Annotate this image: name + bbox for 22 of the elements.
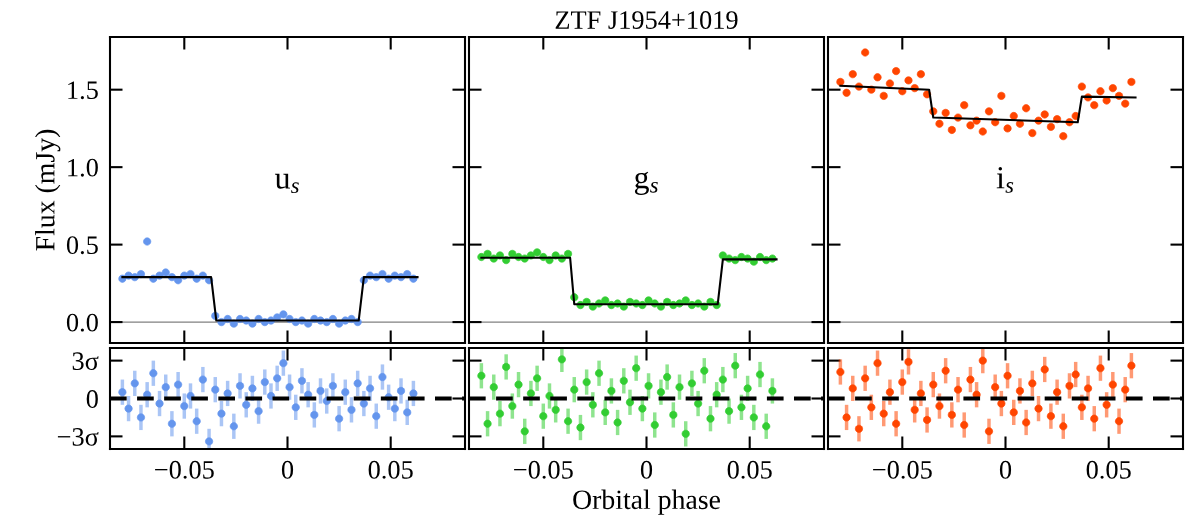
y-tick-label: 1.5 xyxy=(68,81,98,100)
y-tick-label: 0.5 xyxy=(66,236,98,255)
x-tick-label: −0.05 xyxy=(155,460,214,479)
annotation: g$_{s}$ xyxy=(634,171,658,195)
chart-title: ZTF J1954+1019 xyxy=(555,11,738,29)
annotation: i$_{s}$ xyxy=(996,167,1014,193)
x-axis-title: Orbital phase xyxy=(573,489,720,515)
y-tick-label: 0.0 xyxy=(66,313,98,332)
y-tick-label: 1.0 xyxy=(68,158,98,177)
x-tick-label: 0.05 xyxy=(1086,460,1131,479)
x-tick-label: 0 xyxy=(640,460,653,479)
y-tick-label: −3σ xyxy=(57,428,99,446)
x-tick-label: 0 xyxy=(999,460,1012,479)
x-tick-label: 0.05 xyxy=(727,460,772,479)
x-tick-label: 0.05 xyxy=(368,460,413,479)
x-tick-label: −0.05 xyxy=(873,460,932,479)
x-tick-label: 0 xyxy=(281,460,294,479)
y-axis-title: Flux (mJy) xyxy=(35,129,61,251)
x-tick-label: −0.05 xyxy=(514,460,573,479)
y-tick-label: 3σ xyxy=(72,352,99,371)
annotation: u$_{s}$ xyxy=(274,173,299,194)
y-tick-label: 0 xyxy=(86,390,98,408)
